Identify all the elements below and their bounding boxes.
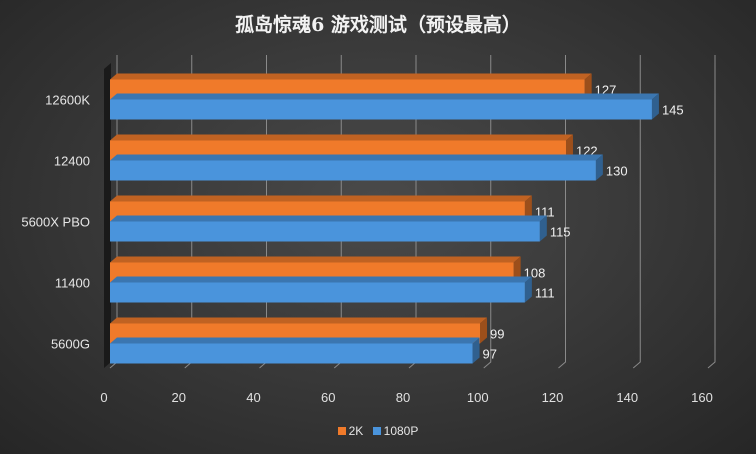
- x-tick-label: 20: [172, 390, 186, 405]
- chart-title: 孤岛惊魂6 游戏测试（预设最高）: [235, 14, 521, 36]
- bar-1080p: [110, 99, 652, 120]
- data-label: 145: [662, 103, 684, 118]
- legend-swatch: [372, 427, 381, 435]
- y-tick-label: 5600X PBO: [21, 215, 90, 230]
- bar-top: [110, 73, 592, 80]
- bar-top: [110, 134, 573, 141]
- bar-top: [110, 256, 521, 263]
- y-tick-label: 11400: [55, 276, 90, 291]
- bar-end: [472, 337, 480, 364]
- x-tick-label: 40: [246, 390, 260, 405]
- bar-end: [524, 195, 532, 222]
- bar-1080p: [110, 221, 540, 242]
- x-tick-label: 80: [396, 390, 410, 405]
- bar-top: [110, 195, 532, 202]
- bar-1080p: [110, 160, 596, 181]
- bar-end: [480, 317, 488, 344]
- y-tick-label: 12400: [54, 154, 90, 169]
- bar-1080p: [110, 282, 525, 303]
- bar-end: [584, 73, 592, 100]
- y-tick-label: 5600G: [51, 337, 90, 352]
- x-tick-label: 0: [100, 390, 107, 405]
- gridline: [707, 55, 716, 369]
- y-tick-label: 12600K: [45, 93, 90, 108]
- bar-end: [565, 134, 573, 161]
- left-wall: [104, 63, 111, 368]
- data-label: 99: [490, 327, 504, 342]
- x-tick-label: 160: [691, 390, 713, 405]
- x-tick-label: 120: [542, 390, 564, 405]
- bar-top: [110, 317, 488, 324]
- x-tick-label: 140: [616, 390, 638, 405]
- bar-end: [513, 256, 521, 283]
- bar-top: [110, 276, 532, 283]
- bar-end: [524, 276, 532, 303]
- bar-top: [110, 215, 547, 222]
- legend-swatch: [337, 427, 346, 435]
- data-label: 97: [483, 347, 497, 362]
- bar-top: [110, 337, 480, 344]
- x-tick-label: 100: [467, 390, 489, 405]
- legend-item-2k: 2K: [337, 424, 364, 438]
- data-label: 111: [535, 286, 555, 301]
- bar-top: [110, 93, 659, 100]
- data-label: 130: [606, 164, 628, 179]
- bar-end: [651, 93, 659, 120]
- legend: 2K 1080P: [0, 424, 756, 438]
- bar-1080p: [110, 343, 473, 364]
- legend-label: 2K: [348, 424, 364, 438]
- data-label: 115: [550, 225, 571, 240]
- bar-end: [595, 154, 603, 181]
- x-tick-label: 60: [321, 390, 335, 405]
- legend-label: 1080P: [383, 424, 419, 438]
- bar-top: [110, 154, 603, 161]
- legend-item-1080p: 1080P: [372, 424, 419, 438]
- gridline: [632, 55, 641, 369]
- bar-end: [539, 215, 547, 242]
